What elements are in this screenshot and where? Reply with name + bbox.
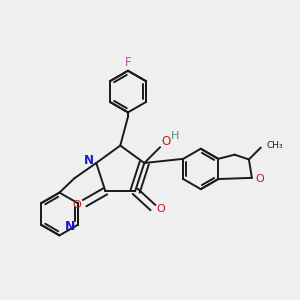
- Text: O: O: [255, 174, 264, 184]
- Text: O: O: [162, 135, 171, 148]
- Text: F: F: [125, 56, 131, 69]
- Text: O: O: [73, 200, 82, 210]
- Text: O: O: [156, 204, 165, 214]
- Text: N: N: [64, 220, 75, 233]
- Text: CH₃: CH₃: [266, 141, 283, 150]
- Text: H: H: [170, 131, 179, 141]
- Text: N: N: [84, 154, 94, 166]
